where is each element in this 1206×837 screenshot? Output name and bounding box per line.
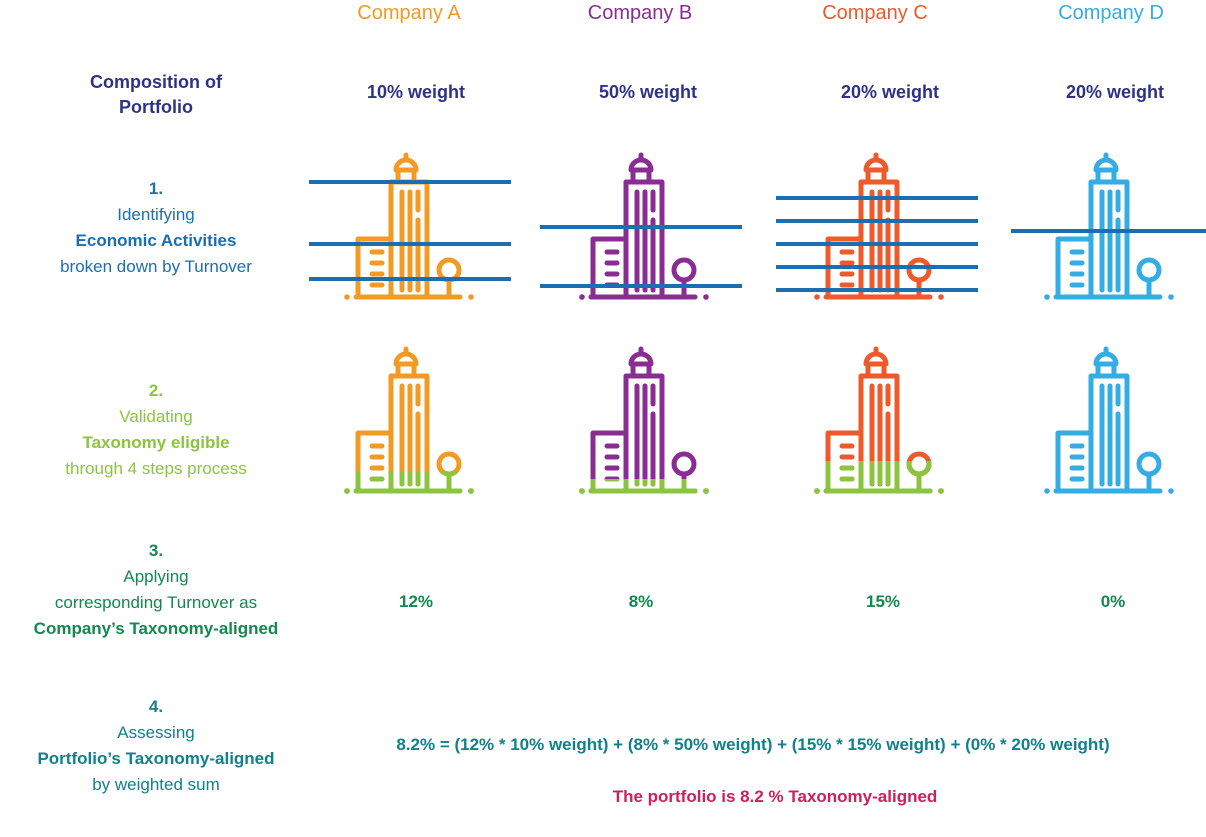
building-icon (579, 152, 709, 300)
step3-label: 3. Applying corresponding Turnover as Co… (0, 538, 312, 642)
step2-line1: Validating (119, 407, 193, 426)
company-d-aligned: 0% (1100, 592, 1126, 611)
building-icon (814, 346, 944, 494)
turnover-line (1011, 229, 1206, 233)
turnover-line (309, 180, 511, 184)
step2-label: 2. Validating Taxonomy eligible through … (0, 378, 312, 482)
step4-line2: by weighted sum (92, 775, 220, 794)
step2-bold: Taxonomy eligible (82, 433, 230, 452)
turnover-line (776, 219, 978, 223)
step3-line2: corresponding Turnover as (54, 593, 258, 612)
company-b-weight: 50% weight (598, 82, 698, 102)
step3-line1: Applying (123, 567, 189, 586)
building-icon (344, 152, 474, 300)
step1-label: 1. Identifying Economic Activities broke… (0, 176, 312, 280)
building-icon (1044, 346, 1174, 494)
turnover-line (776, 196, 978, 200)
turnover-line (776, 265, 978, 269)
turnover-line (776, 242, 978, 246)
company-c-weight: 20% weight (840, 82, 940, 102)
composition-label-line2: Portfolio (119, 97, 193, 117)
building-icon (579, 346, 709, 494)
step1-bold: Economic Activities (75, 231, 237, 250)
building-icon (814, 152, 944, 300)
weighted-sum-formula: 8.2% = (12% * 10% weight) + (8% * 50% we… (396, 735, 1110, 754)
step4-label: 4. Assessing Portfolio’s Taxonomy-aligne… (0, 694, 312, 798)
company-a-weight: 10% weight (366, 82, 466, 102)
turnover-line (309, 242, 511, 246)
turnover-line (540, 284, 742, 288)
company-d-weight: 20% weight (1065, 82, 1165, 102)
step3-number: 3. (148, 541, 164, 560)
composition-label-line1: Composition of (90, 72, 222, 92)
composition-label: Composition of Portfolio (0, 70, 312, 120)
step4-number: 4. (148, 697, 164, 716)
company-c-header: Company C (822, 2, 928, 24)
portfolio-conclusion: The portfolio is 8.2 % Taxonomy-aligned (612, 787, 938, 806)
turnover-line (309, 277, 511, 281)
turnover-line (776, 288, 978, 292)
company-a-header: Company A (357, 2, 461, 24)
step1-line2: broken down by Turnover (60, 257, 252, 276)
company-b-aligned: 8% (628, 592, 654, 611)
step4-bold: Portfolio’s Taxonomy-aligned (37, 749, 275, 768)
company-b-header: Company B (587, 2, 693, 24)
company-d-header: Company D (1058, 2, 1164, 24)
step2-line2: through 4 steps process (65, 459, 247, 478)
company-a-aligned: 12% (398, 592, 434, 611)
building-icon (1044, 152, 1174, 300)
step3-bold: Company’s Taxonomy-aligned (33, 619, 279, 638)
step2-number: 2. (148, 381, 164, 400)
building-icon (344, 346, 474, 494)
turnover-line (540, 225, 742, 229)
step4-line1: Assessing (117, 723, 195, 742)
step1-number: 1. (148, 179, 164, 198)
company-c-aligned: 15% (865, 592, 901, 611)
step1-line1: Identifying (117, 205, 195, 224)
